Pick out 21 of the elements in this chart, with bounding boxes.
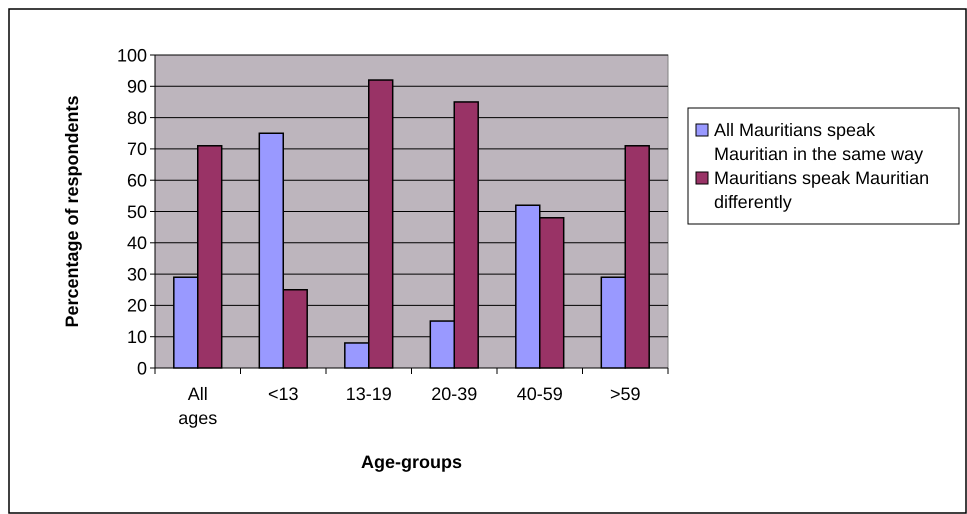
y-tick-label: 100 [116, 45, 147, 66]
y-tick-label: 90 [126, 76, 147, 97]
y-tick-label: 0 [136, 358, 147, 378]
y-axis-title: Percentage of respondents [62, 95, 82, 328]
y-tick-label: 40 [126, 233, 147, 254]
x-tick-label: <13 [268, 384, 299, 404]
x-axis-title: Age-groups [361, 452, 462, 472]
x-tick-label: 40-59 [516, 384, 563, 404]
y-tick-label: 30 [126, 264, 147, 284]
legend-label: All Mauritians speak Mauritian in the same way [714, 120, 924, 164]
x-tick-label: 13-19 [346, 384, 392, 404]
y-tick-label: 80 [126, 108, 147, 128]
x-tick-label: 20-39 [431, 384, 478, 404]
y-tick-label: 10 [126, 327, 147, 347]
x-tick-label: All ages [178, 384, 218, 428]
y-tick-label: 60 [126, 170, 147, 190]
y-tick-label: 20 [126, 296, 147, 316]
y-tick-label: 50 [126, 202, 147, 222]
y-tick-label: 70 [126, 139, 147, 160]
x-tick-label: >59 [610, 384, 641, 404]
legend-label: Mauritians speak Mauritian differently [714, 168, 930, 212]
